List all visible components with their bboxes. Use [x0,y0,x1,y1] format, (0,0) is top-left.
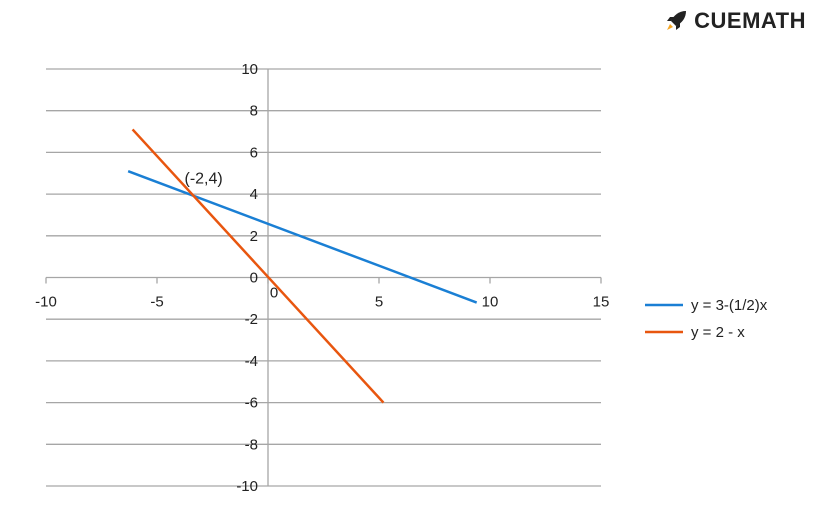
brand-name: CUEMATH [694,8,806,33]
y-tick-label: -8 [245,436,258,453]
y-tick-label: -2 [245,311,258,328]
legend-label: y = 3-(1/2)x [691,297,768,314]
y-tick-label: -4 [245,353,258,370]
x-tick-label: -10 [35,294,57,311]
y-tick-label: 2 [250,228,258,245]
y-tick-label: 4 [250,186,258,203]
x-tick-label: 5 [375,294,383,311]
y-tick-label: 0 [250,270,258,287]
series-line [131,128,385,404]
rocket-icon [667,11,687,30]
cuemath-logo: CUEMATH [664,8,806,34]
x-tick-label: 0 [270,285,278,302]
intersection-label: (-2,4) [185,171,223,188]
y-tick-label: 10 [241,61,258,78]
series-line [127,169,478,304]
y-tick-label: -10 [236,478,258,495]
y-tick-label: 6 [250,144,258,161]
legend-label: y = 2 - x [691,324,745,341]
y-tick-label: -6 [245,395,258,412]
x-tick-label: 15 [593,294,610,311]
x-tick-label: -5 [150,294,163,311]
x-tick-label: 10 [482,294,499,311]
y-tick-label: 8 [250,103,258,120]
